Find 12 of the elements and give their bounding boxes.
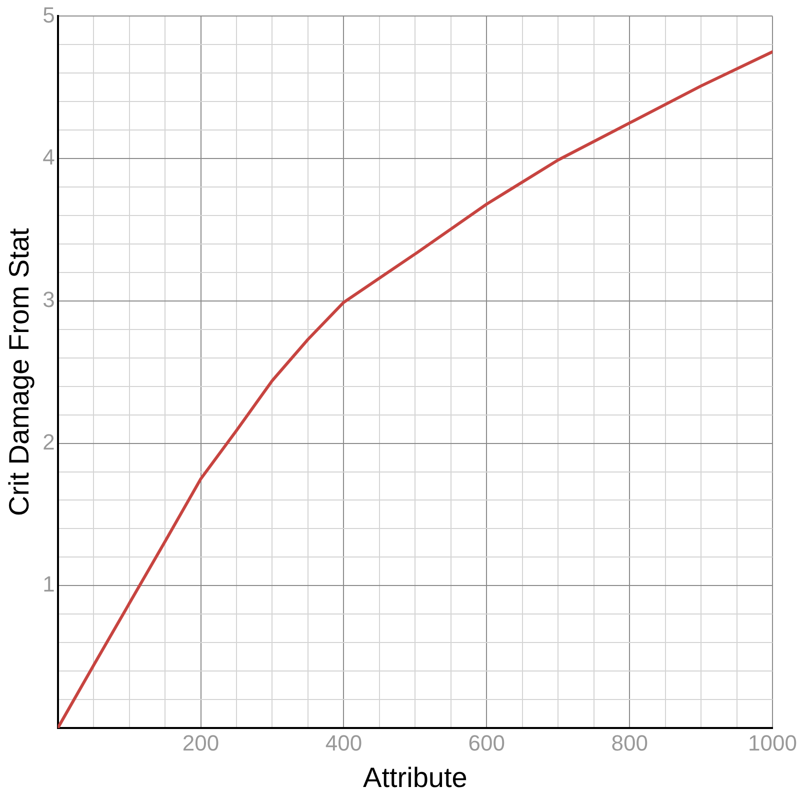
x-tick-label: 800 [611,730,648,756]
x-tick-label: 200 [182,730,220,756]
y-axis-title: Crit Damage From Stat [4,228,35,516]
x-tick-label: 1000 [748,730,798,756]
y-tick-label: 4 [42,144,55,170]
x-tick-label: 600 [468,730,506,756]
x-axis-title: Attribute [363,762,468,793]
x-tick-label: 400 [325,730,362,756]
y-tick-label: 2 [42,429,55,454]
y-tick-label: 1 [42,572,55,597]
y-tick-label: 5 [42,2,55,28]
y-tick-label: 3 [42,286,55,312]
